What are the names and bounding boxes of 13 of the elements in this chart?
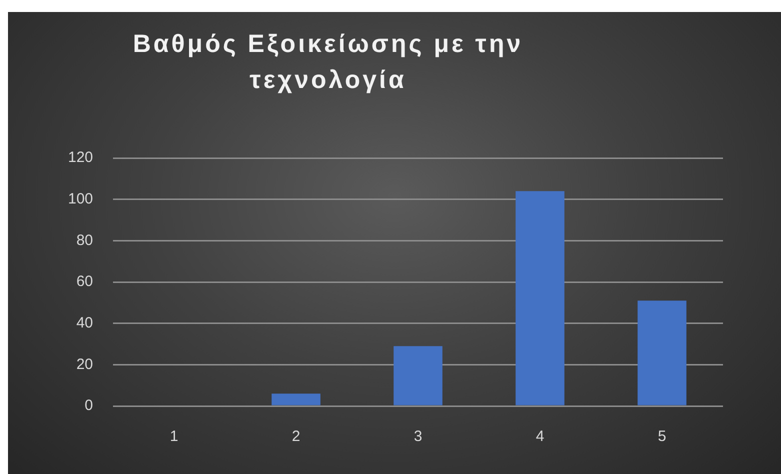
y-tick-label: 80: [76, 232, 94, 249]
y-tick-label: 120: [68, 149, 94, 166]
x-tick-label: 3: [414, 428, 422, 446]
y-tick-label: 60: [76, 273, 94, 290]
x-tick-label: 1: [170, 428, 178, 446]
y-tick-label: 0: [84, 397, 94, 414]
x-tick-label: 5: [658, 428, 666, 446]
chart-title: Βαθμός Εξοικείωσης με την τεχνολογία: [132, 29, 524, 96]
x-tick-label: 2: [292, 428, 300, 446]
y-tick-label: 40: [76, 314, 94, 332]
y-tick-label: 20: [76, 356, 94, 373]
y-tick-label: 100: [68, 190, 94, 208]
x-tick-label: 4: [536, 428, 544, 446]
